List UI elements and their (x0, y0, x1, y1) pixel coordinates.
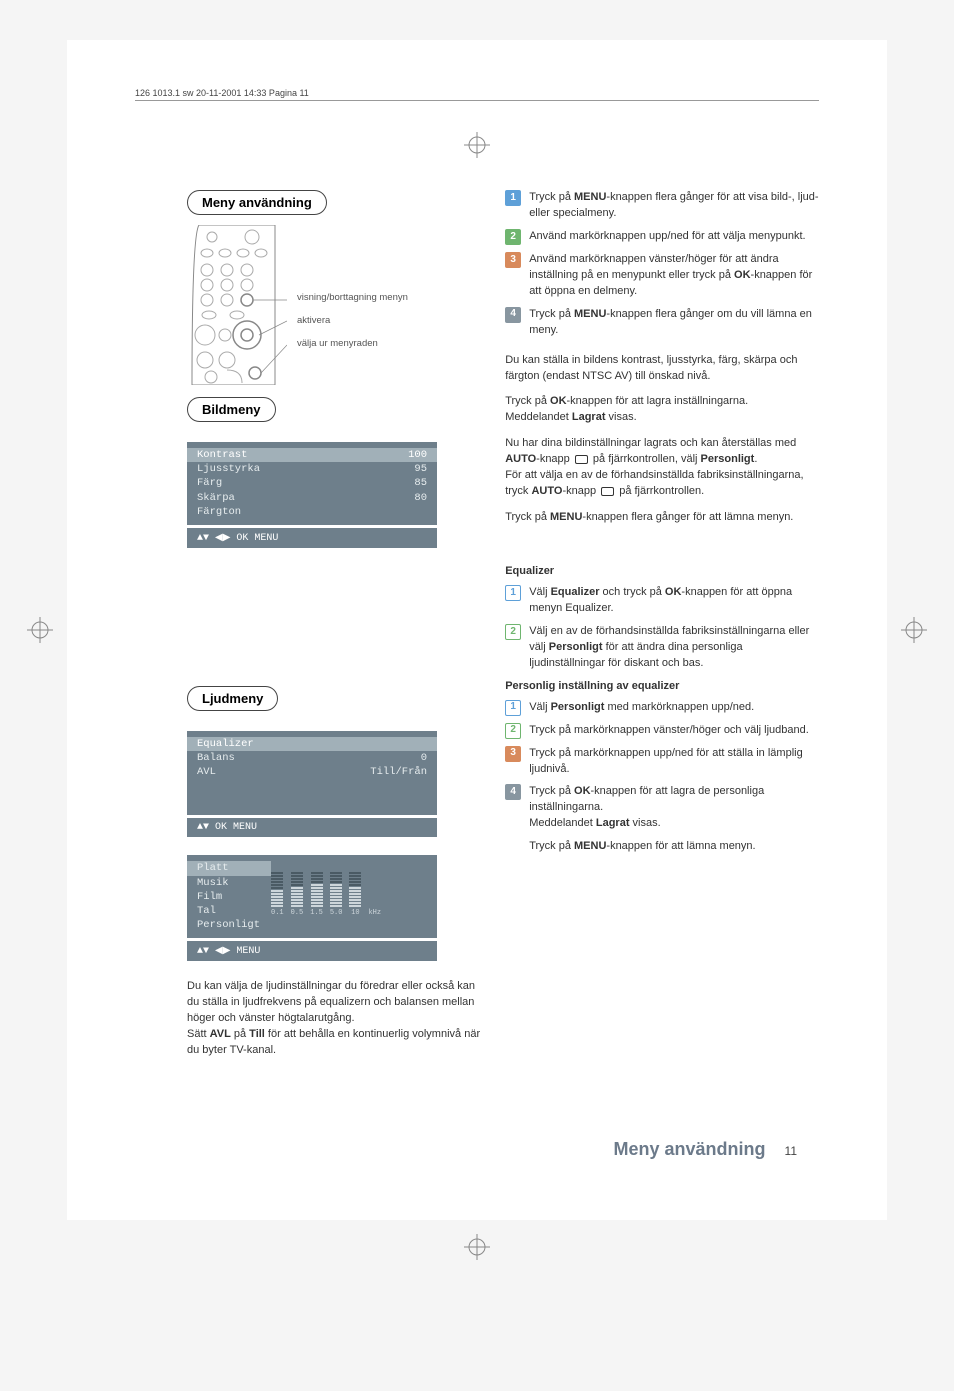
step-text: Välj Personligt med markörknappen upp/ne… (529, 700, 754, 716)
step-text: Tryck på markörknappen vänster/höger och… (529, 723, 809, 739)
step-text: Tryck på MENU-knappen flera gånger för a… (529, 190, 819, 222)
steps-list: 1 Tryck på MENU-knappen flera gånger för … (505, 190, 819, 339)
right-column: 1 Tryck på MENU-knappen flera gånger för … (505, 190, 819, 1059)
registration-mark-icon (901, 617, 927, 643)
footer-title: Meny användning (614, 1139, 766, 1159)
remote-figure: visning/borttagning menyn aktivera välja… (187, 225, 481, 385)
step-badge-4-icon: 4 (505, 784, 521, 800)
step-text: Välj Equalizer och tryck på OK-knappen f… (529, 585, 819, 617)
page-footer: Meny användning 11 (614, 1139, 798, 1160)
section-title-ljud: Ljudmeny (187, 686, 278, 711)
menu-row: Färg85 (187, 476, 437, 490)
section-title-meny: Meny användning (187, 190, 327, 215)
ljudmeny-panel: Equalizer Balans0 AVLTill/Från (187, 731, 437, 816)
remote-label: välja ur menyraden (297, 333, 408, 356)
footer-page-number: 11 (785, 1144, 797, 1158)
menu-row: Balans0 (187, 751, 437, 765)
equalizer-panel: Platt Musik Film Tal Personligt 0.10.51.… (187, 855, 437, 938)
menu-nav-bar: ▲▼ OK MENU (187, 818, 437, 837)
eq-preset: Platt (187, 861, 271, 875)
registration-mark-icon (464, 132, 490, 158)
step-text: Tryck på MENU-knappen flera gånger om du… (529, 307, 819, 339)
step-badge-3-icon: 3 (505, 252, 521, 268)
step-badge-2-icon: 2 (505, 624, 521, 640)
equalizer-bars: 0.10.51.55.010kHz (271, 861, 389, 917)
step-text: Tryck på markörknappen upp/ned för att s… (529, 746, 819, 778)
ljud-body-text: Du kan välja de ljudinställningar du för… (187, 979, 481, 1059)
menu-nav-bar: ▲▼ ◀▶ MENU (187, 941, 437, 961)
equalizer-heading: Equalizer (505, 564, 819, 580)
personal-eq-heading: Personlig inställning av equalizer (505, 679, 819, 695)
menu-row: Ljusstyrka95 (187, 462, 437, 476)
step-badge-3-icon: 3 (505, 746, 521, 762)
step-badge-1-icon: 1 (505, 190, 521, 206)
menu-nav-bar: ▲▼ ◀▶ OK MENU (187, 528, 437, 548)
eq-preset: Film (187, 890, 271, 904)
section-title-bild: Bildmeny (187, 397, 276, 422)
left-column: Meny användning (187, 190, 481, 1059)
bildmeny-panel: Kontrast100 Ljusstyrka95 Färg85 Skärpa80… (187, 442, 437, 525)
equalizer-section: Equalizer 1 Välj Equalizer och tryck på O… (505, 564, 819, 855)
eq-preset: Tal (187, 904, 271, 918)
bild-paragraph: Du kan ställa in bildens kontrast, ljuss… (505, 353, 819, 526)
menu-row: Skärpa80 (187, 491, 437, 505)
remote-control-icon (187, 225, 287, 385)
step-text: Tryck på OK-knappen för att lagra de per… (529, 784, 819, 832)
auto-key-icon (575, 455, 588, 464)
step-badge-1-icon: 1 (505, 585, 521, 601)
registration-mark-icon (464, 1234, 490, 1260)
step-badge-2-icon: 2 (505, 229, 521, 245)
step-badge-4-icon: 4 (505, 307, 521, 323)
eq-preset: Personligt (187, 918, 271, 932)
menu-row: AVLTill/Från (187, 765, 437, 779)
remote-label: visning/borttagning menyn (297, 287, 408, 310)
auto-key-icon (601, 487, 614, 496)
page: 126 1013.1 sw 20-11-2001 14:33 Pagina 11… (67, 40, 887, 1220)
step-text: Använd markörknappen vänster/höger för a… (529, 252, 819, 300)
menu-row: Färgton (187, 505, 437, 519)
step-badge-1-icon: 1 (505, 700, 521, 716)
step-text: Välj en av de förhandsinställda fabriksi… (529, 624, 819, 672)
registration-mark-icon (27, 617, 53, 643)
running-header: 126 1013.1 sw 20-11-2001 14:33 Pagina 11 (135, 88, 819, 101)
step-badge-2-icon: 2 (505, 723, 521, 739)
step-text: Använd markörknappen upp/ned för att väl… (529, 229, 805, 245)
menu-row: Equalizer (187, 737, 437, 751)
eq-preset: Musik (187, 876, 271, 890)
menu-row: Kontrast100 (187, 448, 437, 462)
remote-label: aktivera (297, 310, 408, 333)
